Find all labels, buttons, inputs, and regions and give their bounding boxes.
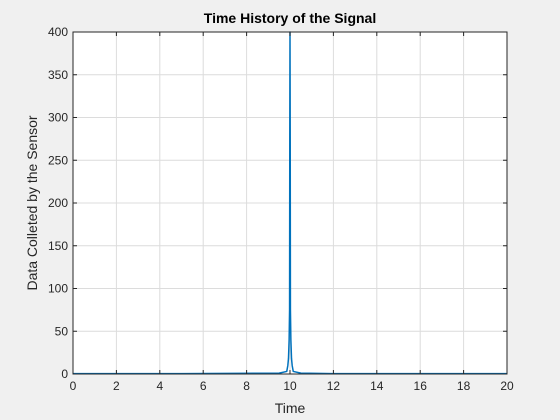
y-tick-label: 400 [48,25,68,39]
x-tick-labels: 0 2 4 6 8 10 12 14 16 18 20 [70,379,514,393]
x-tick-label: 20 [500,379,514,393]
chart-title: Time History of the Signal [204,10,376,26]
x-tick-label: 16 [414,379,428,393]
y-tick-label: 50 [55,324,69,338]
y-tick-label: 350 [48,68,68,82]
x-tick-label: 12 [327,379,341,393]
y-tick-label: 300 [48,111,68,125]
x-tick-label: 10 [283,379,297,393]
y-tick-label: 0 [61,367,68,381]
x-tick-label: 2 [113,379,120,393]
y-tick-label: 250 [48,153,68,167]
x-tick-label: 4 [156,379,163,393]
y-tick-label: 200 [48,196,68,210]
y-tick-labels: 0 50 100 150 200 250 300 350 400 [48,25,68,381]
y-tick-label: 100 [48,282,68,296]
x-tick-label: 14 [370,379,384,393]
y-axis-label: Data Colleted by the Sensor [24,115,40,290]
x-tick-label: 0 [70,379,77,393]
x-tick-label: 6 [200,379,207,393]
x-tick-label: 8 [243,379,250,393]
x-axis-label: Time [275,400,306,416]
x-tick-label: 18 [457,379,471,393]
tick-marks [72,31,508,375]
y-tick-label: 150 [48,239,68,253]
